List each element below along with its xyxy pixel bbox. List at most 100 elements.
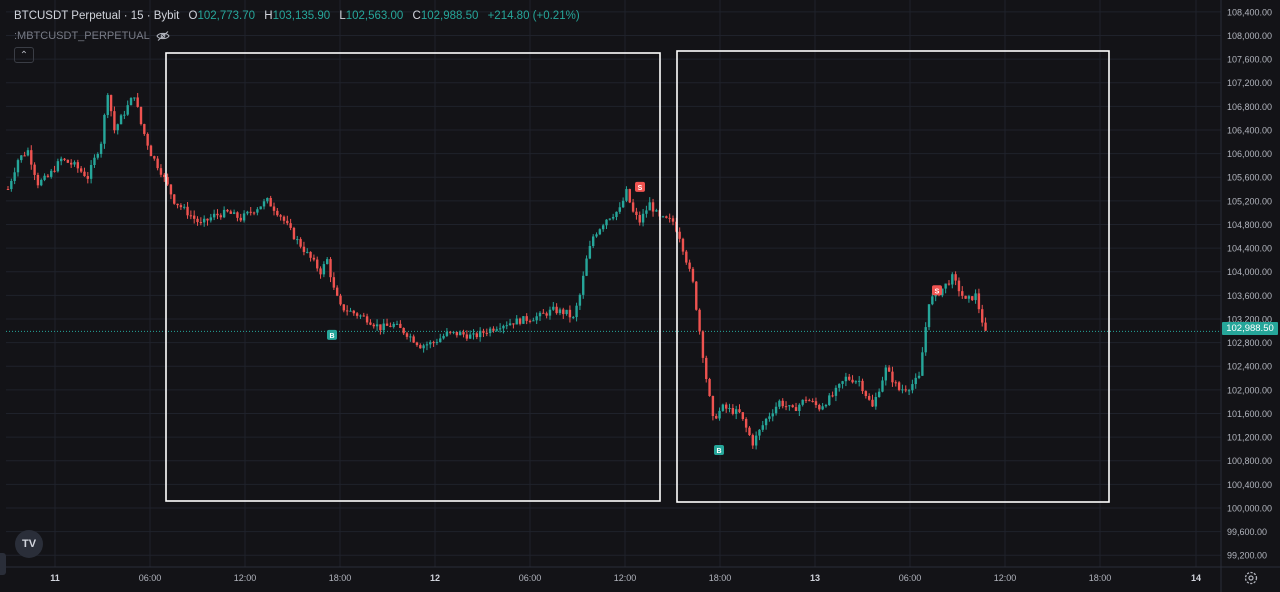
candle-body	[592, 236, 595, 247]
candle-body	[402, 327, 405, 334]
candle-body	[761, 425, 764, 430]
candle-body	[771, 413, 774, 417]
candle-body	[272, 206, 276, 211]
candle-body	[548, 309, 552, 316]
candle-body	[259, 206, 262, 210]
candle-body	[482, 330, 485, 333]
gear-icon[interactable]	[1243, 570, 1259, 586]
candle-body	[239, 217, 242, 221]
candle-body	[46, 175, 50, 177]
symbol-title[interactable]: BTCUSDT Perpetual · 15 · Bybit	[14, 10, 180, 22]
candle-body	[874, 397, 878, 407]
candle-body	[202, 218, 206, 223]
candle-body	[169, 184, 173, 195]
candle-body	[681, 238, 685, 252]
candle-body	[941, 288, 944, 296]
candle-body	[831, 395, 834, 397]
candle-body	[345, 310, 349, 312]
candle-body	[665, 216, 668, 218]
candle-body	[891, 371, 894, 383]
candle-body	[897, 382, 901, 391]
candle-body	[871, 399, 874, 407]
x-tick-label: 06:00	[519, 573, 542, 583]
candle-body	[512, 323, 515, 325]
candle-body	[312, 257, 316, 260]
candle-body	[93, 157, 96, 166]
candle-body	[848, 376, 851, 380]
scroll-handle[interactable]	[0, 553, 6, 575]
candle-body	[296, 239, 299, 241]
candle-body	[964, 295, 967, 299]
candle-body	[814, 401, 818, 406]
candle-body	[365, 316, 369, 323]
candle-body	[269, 197, 272, 207]
candle-body	[73, 162, 76, 165]
candle-body	[821, 406, 824, 410]
collapse-legend-button[interactable]: ⌃	[14, 47, 34, 63]
candle-body	[236, 212, 239, 218]
y-tick-label: 108,400.00	[1227, 7, 1272, 17]
candle-body	[415, 342, 419, 346]
candle-body	[66, 159, 70, 163]
candle-body	[189, 215, 193, 217]
candle-body	[262, 201, 266, 207]
candle-body	[339, 295, 342, 305]
candle-body	[149, 145, 153, 157]
candle-body	[867, 396, 871, 400]
candle-body	[601, 225, 605, 230]
y-tick-label: 107,200.00	[1227, 78, 1272, 88]
candle-body	[23, 155, 26, 157]
candle-body	[106, 95, 109, 115]
candle-body	[668, 217, 671, 219]
x-tick-label: 14	[1191, 573, 1201, 583]
candle-body	[10, 180, 13, 190]
y-tick-label: 102,000.00	[1227, 385, 1272, 395]
candle-body	[901, 389, 904, 391]
candle-body	[193, 215, 196, 219]
y-tick-label: 107,600.00	[1227, 55, 1272, 65]
candle-body	[326, 259, 329, 265]
candle-body	[648, 202, 651, 211]
indicator-label: :MBTCUSDT_PERPETUAL	[14, 30, 150, 42]
candle-body	[651, 202, 655, 212]
candle-body	[359, 315, 362, 317]
low-value: 102,563.00	[345, 10, 404, 22]
candle-body	[96, 153, 99, 158]
candle-body	[824, 404, 828, 407]
eye-slash-icon[interactable]	[156, 31, 170, 41]
candle-body	[838, 383, 841, 388]
indicator-row[interactable]: :MBTCUSDT_PERPETUAL	[14, 30, 170, 42]
candle-body	[332, 277, 336, 288]
candle-body	[505, 325, 508, 327]
buy-signal-marker	[327, 329, 337, 340]
candle-body	[558, 309, 562, 314]
candle-body	[405, 333, 409, 337]
candle-body	[232, 212, 236, 214]
candle-body	[754, 435, 758, 446]
candle-body	[565, 309, 568, 315]
candle-body	[139, 106, 143, 125]
candle-body	[961, 291, 964, 296]
candle-body	[206, 218, 209, 221]
candle-body	[585, 258, 588, 276]
tradingview-logo[interactable]: TV	[15, 530, 43, 558]
candle-body	[252, 212, 256, 214]
candle-body	[518, 318, 522, 324]
candle-body	[429, 342, 432, 345]
candle-body	[279, 215, 282, 217]
candle-body	[917, 375, 921, 378]
x-tick-label: 12:00	[994, 573, 1017, 583]
ohlc-legend: BTCUSDT Perpetual · 15 · Bybit O102,773.…	[14, 10, 580, 22]
candle-body	[525, 316, 528, 321]
candle-body	[555, 306, 558, 314]
candle-body	[834, 387, 838, 396]
candle-body	[685, 251, 688, 263]
candle-body	[828, 395, 831, 405]
candle-body	[129, 98, 133, 106]
candle-body	[455, 331, 459, 336]
candle-body	[924, 327, 927, 353]
candle-body	[472, 333, 475, 335]
candle-body	[631, 202, 635, 212]
x-tick-label: 18:00	[1089, 573, 1112, 583]
